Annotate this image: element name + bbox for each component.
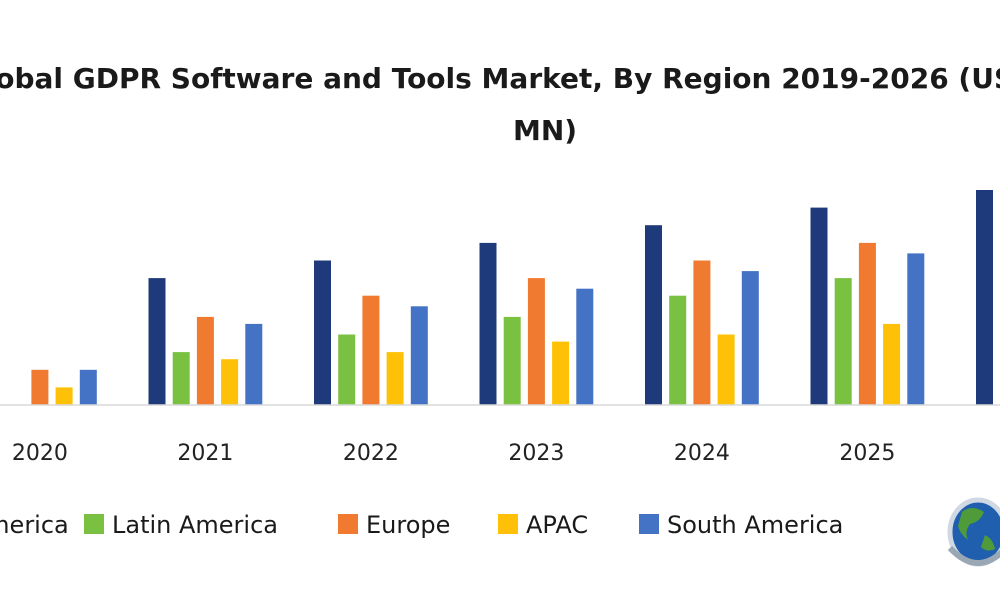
bar-south-america-2024 (741, 271, 759, 405)
legend-item-north-america: North America (0, 511, 69, 539)
legend-item-europe: Europe (338, 511, 450, 539)
chart-title-line2: MN) (513, 114, 577, 147)
x-tick-label: 2023 (508, 441, 564, 466)
bar-north-america-2023 (479, 242, 497, 405)
legend-label: Europe (366, 511, 450, 539)
legend-item-south-america: South America (639, 511, 843, 539)
bar-europe-2021 (196, 316, 214, 405)
legend-label: APAC (526, 511, 588, 539)
bar-apac-2020 (55, 387, 73, 405)
legend-label: Latin America (112, 511, 278, 539)
bar-north-america-2026 (976, 190, 993, 405)
bar-north-america-2024 (645, 225, 662, 405)
bar-europe-2020 (31, 369, 49, 405)
globe-logo-icon (947, 497, 1000, 567)
legend-label: South America (667, 511, 843, 539)
legend-swatch (84, 514, 104, 534)
x-tick-label: 2021 (177, 441, 233, 466)
chart-title-line1: Global GDPR Software and Tools Market, B… (0, 62, 1000, 95)
bar-europe-2024 (693, 260, 711, 405)
bar-latin-america-2025 (834, 278, 852, 405)
bar-north-america-2022 (314, 260, 331, 405)
bar-latin-america-2024 (669, 295, 687, 405)
x-axis-ticks: 2020202120222023202420252026 (12, 441, 896, 466)
x-tick-label: 2024 (674, 441, 730, 466)
legend-swatch (498, 514, 518, 534)
bar-apac-2025 (883, 323, 901, 405)
bar-apac-2024 (717, 334, 735, 405)
x-tick-label: 2020 (12, 441, 68, 466)
legend-label: North America (0, 511, 69, 539)
legend-swatch (639, 514, 659, 534)
legend-item-apac: APAC (498, 511, 588, 539)
legend-swatch (338, 514, 358, 534)
bar-south-america-2020 (79, 369, 97, 405)
bar-latin-america-2021 (172, 352, 190, 405)
bar-europe-2025 (858, 242, 876, 405)
bar-south-america-2023 (576, 288, 594, 405)
bar-europe-2023 (527, 278, 545, 405)
bar-south-america-2021 (245, 323, 263, 405)
bar-south-america-2025 (907, 253, 925, 405)
bar-latin-america-2023 (503, 316, 521, 405)
bar-apac-2023 (552, 341, 570, 405)
bar-south-america-2022 (410, 306, 428, 405)
bar-layer (31, 190, 993, 405)
x-tick-label: 2022 (343, 441, 399, 466)
bar-apac-2021 (221, 359, 239, 405)
x-tick-label: 2025 (839, 441, 895, 466)
chart-title: Global GDPR Software and Tools Market, B… (0, 62, 1000, 147)
bar-north-america-2021 (148, 278, 166, 405)
bar-north-america-2025 (810, 207, 828, 405)
legend-item-latin-america: Latin America (84, 511, 278, 539)
bar-latin-america-2022 (338, 334, 356, 405)
bar-europe-2022 (362, 295, 380, 405)
bar-apac-2022 (386, 352, 404, 405)
legend: North America Latin America Europe APAC Sout… (0, 511, 843, 539)
